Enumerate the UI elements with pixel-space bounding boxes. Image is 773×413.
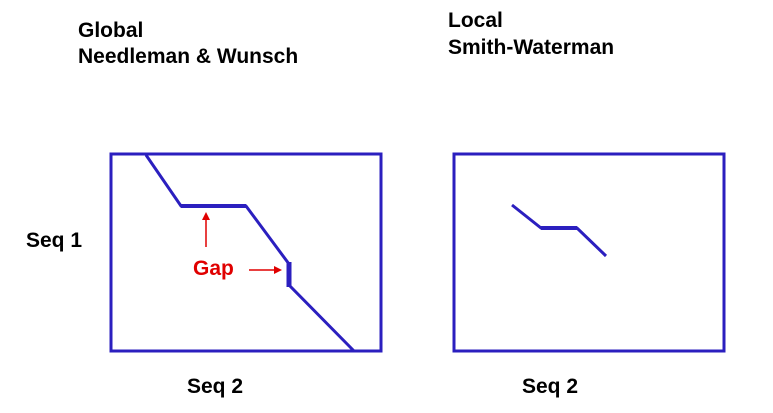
left-seq2-axis-label: Seq 2	[187, 375, 244, 398]
global-alignment-frame	[109, 152, 383, 353]
local-title: Local	[448, 9, 503, 32]
global-title: Global	[78, 19, 144, 42]
seq1-axis-label: Seq 1	[26, 229, 83, 252]
right-seq2-axis-label: Seq 2	[522, 375, 579, 398]
gap-label: Gap	[193, 257, 234, 280]
global-subtitle: Needleman & Wunsch	[78, 45, 299, 68]
local-subtitle: Smith-Waterman	[448, 36, 615, 59]
global-alignment-path	[144, 154, 356, 353]
local-alignment-path	[511, 203, 608, 258]
local-alignment-frame	[452, 152, 726, 353]
